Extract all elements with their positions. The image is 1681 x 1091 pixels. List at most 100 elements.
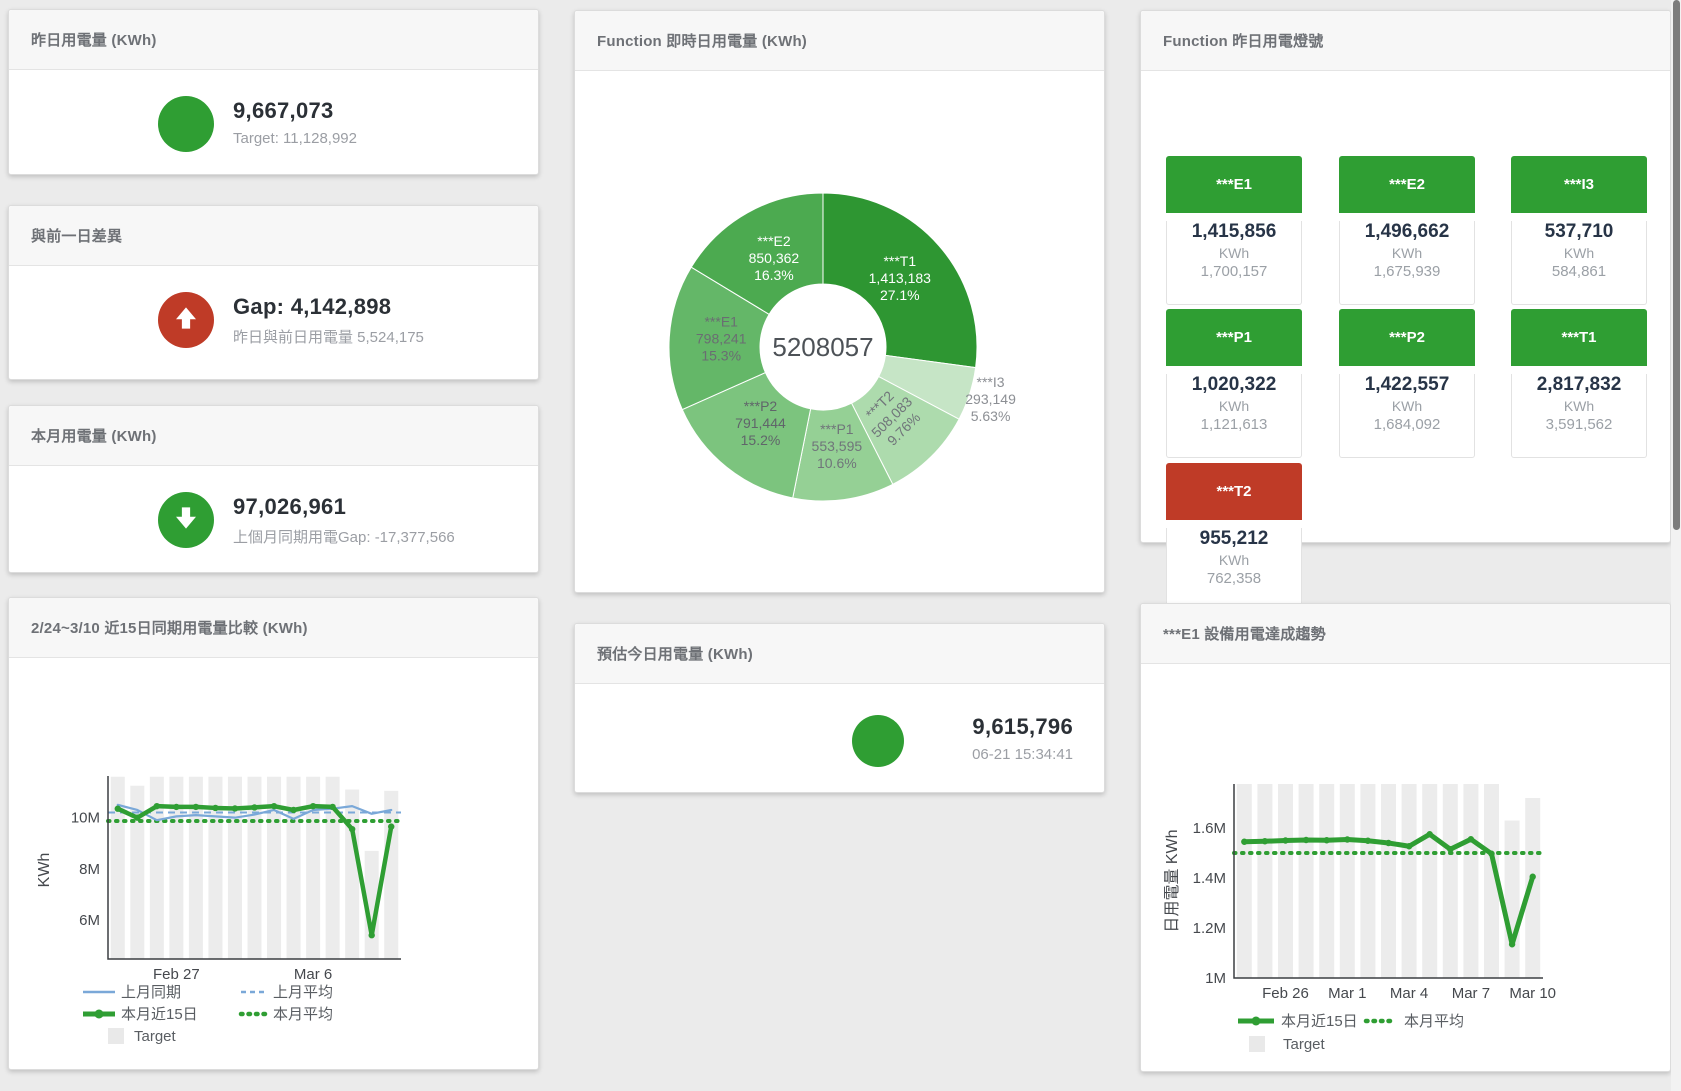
light-tile-T1: ***T1 2,817,832 KWh 3,591,562 [1511,309,1647,458]
svg-text:1.6M: 1.6M [1193,820,1226,837]
tile-name: ***E2 [1339,156,1475,213]
tile-value: 2,817,832 [1536,374,1622,395]
tile-target-value: 1,700,157 [1200,263,1268,280]
svg-text:10M: 10M [71,810,100,827]
svg-text:日用電量 KWh: 日用電量 KWh [1164,829,1181,932]
tile-unit: KWh [1218,398,1250,414]
estimate-status-circle [852,715,904,767]
card-donut-title[interactable]: Function 即時日用電量 (KWh) [597,33,807,50]
estimate-timestamp: 06-21 15:34:41 [972,746,1073,763]
svg-text:1.2M: 1.2M [1193,920,1226,937]
svg-text:Target: Target [1283,1036,1326,1053]
function-donut-chart[interactable]: ***T1 1,413,183 27.1% ***I3 293,149 5.63% ***T… [575,71,1106,594]
svg-text:Mar 4: Mar 4 [1390,985,1428,1002]
svg-text:Mar 1: Mar 1 [1328,985,1366,1002]
svg-text:Mar 6: Mar 6 [294,966,332,983]
light-tile-T2: ***T2 955,212 KWh 762,358 [1166,463,1302,612]
estimate-value: 9,615,796 [972,714,1073,739]
card-compare-15d: 2/24~3/10 近15日同期用電量比較 (KWh) 6M 8M 10M Feb 2… [8,597,539,1070]
svg-text:Target: Target [134,1028,177,1045]
card-compare-header: 2/24~3/10 近15日同期用電量比較 (KWh) [9,598,538,658]
svg-text:上月同期: 上月同期 [121,984,181,1001]
light-tile-P2: ***P2 1,422,557 KWh 1,684,092 [1339,309,1475,458]
card-compare-title[interactable]: 2/24~3/10 近15日同期用電量比較 (KWh) [31,620,308,637]
tile-target-value: 1,121,613 [1200,416,1268,433]
tile-target-value: 762,358 [1206,570,1262,587]
tile-value: 1,415,856 [1191,221,1277,242]
svg-text:***T2508,0839.76%: ***T2508,0839.76% [856,381,927,452]
svg-text:上月平均: 上月平均 [273,984,333,1001]
card-gap-header: 與前一日差異 [9,206,538,266]
card-today-estimate: 預估今日用電量 (KWh) 9,615,796 06-21 15:34:41 [574,623,1105,793]
card-yesterday: 昨日用電量 (KWh) 9,667,073 Target: 11,128,992 [8,9,539,175]
card-month-title[interactable]: 本月用電量 (KWh) [31,428,157,445]
svg-text:5208057: 5208057 [772,332,873,362]
tile-name: ***P1 [1166,309,1302,366]
tile-name: ***T1 [1511,309,1647,366]
svg-text:6M: 6M [79,912,100,929]
card-month-header: 本月用電量 (KWh) [9,406,538,466]
svg-text:Mar 7: Mar 7 [1452,985,1490,1002]
tile-value: 537,710 [1544,221,1614,242]
card-function-realtime-donut: Function 即時日用電量 (KWh) ***T1 1,413,183 27.1… [574,10,1105,593]
card-estimate-title[interactable]: 預估今日用電量 (KWh) [597,646,753,663]
card-e1-trend-title[interactable]: ***E1 設備用電達成趨勢 [1163,626,1326,643]
tile-name: ***I3 [1511,156,1647,213]
card-yesterday-header: 昨日用電量 (KWh) [9,10,538,70]
light-tile-E1: ***E1 1,415,856 KWh 1,700,157 [1166,156,1302,305]
status-ok-circle [158,96,214,152]
card-donut-header: Function 即時日用電量 (KWh) [575,11,1104,71]
card-gap-title[interactable]: 與前一日差異 [31,228,123,245]
gap-subtitle: 昨日與前日用電量 5,524,175 [233,329,424,346]
svg-text:本月平均: 本月平均 [273,1006,333,1023]
tile-unit: KWh [1391,398,1423,414]
tile-target-value: 1,675,939 [1373,263,1441,280]
tile-target-value: 1,684,092 [1373,416,1441,433]
lights-tile-grid: ***E1 1,415,856 KWh 1,700,157 ***E2 1,496,662… [1141,71,1670,612]
tile-unit: KWh [1218,552,1250,568]
light-tile-E2: ***E2 1,496,662 KWh 1,675,939 [1339,156,1475,305]
month-value: 97,026,961 [233,494,347,519]
svg-text:8M: 8M [79,861,100,878]
tile-target-value: 584,861 [1551,263,1607,280]
tile-name: ***P2 [1339,309,1475,366]
tile-unit: KWh [1563,245,1595,261]
svg-text:Mar 10: Mar 10 [1509,985,1556,1002]
gap-value: Gap: 4,142,898 [233,294,392,319]
tile-unit: KWh [1391,245,1423,261]
tile-value: 1,422,557 [1364,374,1450,395]
down-arrow-icon [171,503,201,538]
card-lights-header: Function 昨日用電燈號 [1141,11,1670,71]
tile-value: 1,020,322 [1191,374,1277,395]
light-tile-I3: ***I3 537,710 KWh 584,861 [1511,156,1647,305]
svg-text:1M: 1M [1205,970,1226,987]
scrollbar-track[interactable] [1671,0,1681,1091]
month-subtitle: 上個月同期用電Gap: -17,377,566 [233,529,455,546]
status-down-circle [158,492,214,548]
up-arrow-icon [171,303,201,338]
tile-unit: KWh [1218,245,1250,261]
card-yesterday-title[interactable]: 昨日用電量 (KWh) [31,32,157,49]
yesterday-target: Target: 11,128,992 [233,130,357,147]
tile-value: 1,496,662 [1364,221,1450,242]
light-tile-P1: ***P1 1,020,322 KWh 1,121,613 [1166,309,1302,458]
scrollbar-thumb[interactable] [1673,0,1680,530]
yesterday-value: 9,667,073 [233,98,334,123]
card-e1-trend-header: ***E1 設備用電達成趨勢 [1141,604,1670,664]
card-estimate-header: 預估今日用電量 (KWh) [575,624,1104,684]
svg-text:本月近15日: 本月近15日 [1281,1013,1358,1030]
svg-text:本月平均: 本月平均 [1404,1013,1464,1030]
e1-trend-chart[interactable]: 1M 1.2M 1.4M 1.6M Feb 26 Mar 1 Mar 4 Mar 7 Mar 1… [1141,604,1672,1073]
svg-text:KWh: KWh [36,853,53,888]
tile-name: ***T2 [1166,463,1302,520]
tile-unit: KWh [1563,398,1595,414]
card-lights-title[interactable]: Function 昨日用電燈號 [1163,33,1324,50]
tile-target-value: 3,591,562 [1545,416,1613,433]
status-alert-circle [158,292,214,348]
